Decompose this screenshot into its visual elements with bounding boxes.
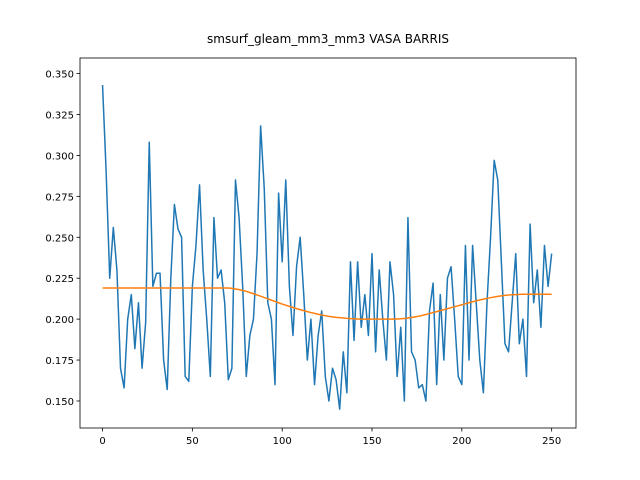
y-tick-label: 0.325 xyxy=(45,110,74,121)
y-tick-label: 0.175 xyxy=(45,356,74,367)
y-tick-label: 0.300 xyxy=(45,151,74,162)
y-tick-label: 0.225 xyxy=(45,274,74,285)
data-line xyxy=(102,287,552,320)
y-tick-label: 0.200 xyxy=(45,315,74,326)
y-tick-label: 0.350 xyxy=(45,70,74,81)
y-tick-label: 0.150 xyxy=(45,397,74,408)
plot-frame xyxy=(79,57,577,429)
x-tick-label: 250 xyxy=(542,436,561,447)
x-tick-label: 100 xyxy=(273,436,292,447)
x-tick-label: 150 xyxy=(362,436,381,447)
x-tick-label: 50 xyxy=(186,436,199,447)
chart-title: smsurf_gleam_mm3_mm3 VASA BARRIS xyxy=(207,32,449,46)
data-line xyxy=(101,84,553,410)
x-tick-label: 0 xyxy=(99,436,105,447)
x-tick-label: 200 xyxy=(452,436,471,447)
y-tick-label: 0.275 xyxy=(45,192,74,203)
y-tick-label: 0.250 xyxy=(45,233,74,244)
